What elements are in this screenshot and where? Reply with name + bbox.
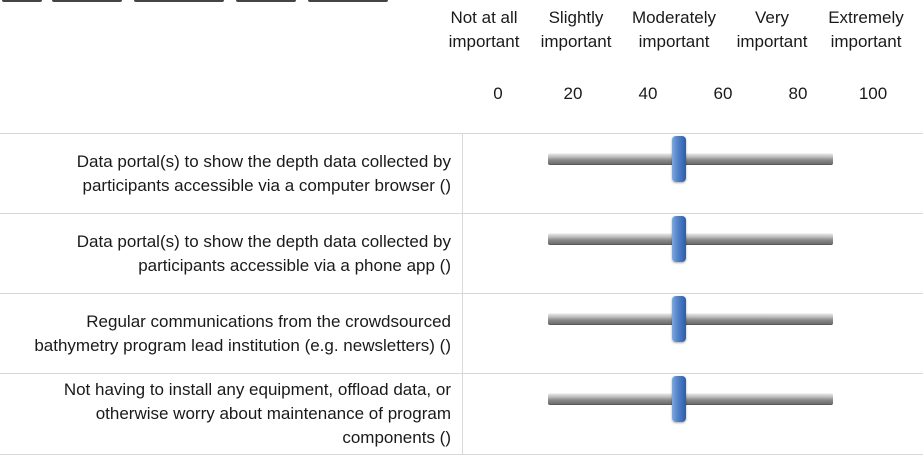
scale-tick-60: 60 [713, 84, 733, 103]
slider-track[interactable] [548, 313, 833, 325]
slider-row: Regular communications from the crowdsou… [0, 293, 923, 373]
scale-anchor-slightly-important: Slightly important [540, 8, 612, 51]
slider-row-label: Data portal(s) to show the depth data co… [0, 214, 451, 293]
slider-row: Data portal(s) to show the depth data co… [0, 213, 923, 293]
slider-row-label: Data portal(s) to show the depth data co… [0, 134, 451, 213]
scale-anchor-moderately-important: Moderately important [631, 8, 717, 51]
slider-handle[interactable] [671, 136, 686, 182]
slider-track[interactable] [548, 233, 833, 245]
slider-handle[interactable] [671, 216, 686, 262]
slider-handle[interactable] [671, 296, 686, 342]
scale-tick-40: 40 [638, 84, 658, 103]
row-divider [462, 134, 463, 213]
row-divider [462, 214, 463, 293]
scale-anchor-not-at-all-important: Not at all important [448, 8, 520, 51]
scale-anchor-very-important: Very important [736, 8, 808, 51]
slider-row-label-text: Data portal(s) to show the depth data co… [76, 151, 451, 195]
slider-track[interactable] [548, 153, 833, 165]
scale-tick-100: 100 [858, 84, 888, 103]
slider-row-label-text: Not having to install any equipment, off… [63, 380, 451, 447]
slider-row: Data portal(s) to show the depth data co… [0, 133, 923, 213]
row-divider [462, 374, 463, 454]
scale-anchor-extremely-important: Extremely important [828, 8, 904, 51]
clipped-question-text [0, 0, 420, 4]
row-divider [462, 294, 463, 373]
slider-handle[interactable] [671, 376, 686, 422]
slider-row-label: Regular communications from the crowdsou… [0, 294, 451, 373]
slider-row-label-text: Data portal(s) to show the depth data co… [76, 231, 451, 275]
slider-question-rows: Data portal(s) to show the depth data co… [0, 133, 923, 455]
slider-row-label-text: Regular communications from the crowdsou… [34, 311, 451, 355]
scale-tick-0: 0 [493, 84, 503, 103]
slider-track[interactable] [548, 393, 833, 405]
scale-tick-20: 20 [563, 84, 583, 103]
scale-tick-80: 80 [788, 84, 808, 103]
slider-row: Not having to install any equipment, off… [0, 373, 923, 455]
slider-row-label: Not having to install any equipment, off… [0, 374, 451, 454]
